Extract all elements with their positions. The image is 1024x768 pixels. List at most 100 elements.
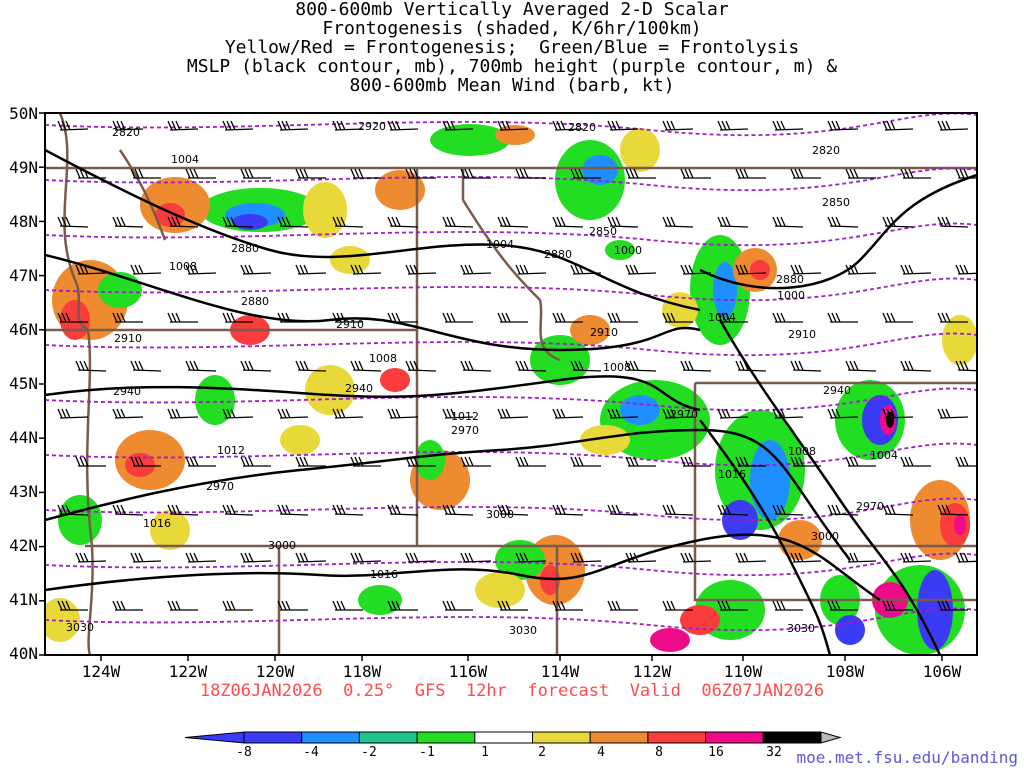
- barb-feather: [963, 360, 969, 371]
- height-label: 2940: [823, 384, 851, 397]
- barb-feather: [831, 600, 837, 611]
- barb-feather: [684, 360, 690, 371]
- barb-feather: [340, 312, 346, 323]
- barb-feather: [134, 168, 140, 179]
- wind-barb: [277, 216, 309, 228]
- credit-link[interactable]: moe.met.fsu.edu/banding: [796, 748, 1018, 767]
- barb-feather: [890, 504, 896, 515]
- barb-feather: [959, 552, 965, 563]
- barb-feather: [295, 264, 301, 275]
- wind-barb: [112, 312, 143, 323]
- barb-feather: [721, 408, 727, 419]
- barb-feather: [780, 216, 786, 227]
- shading-blob: [495, 540, 545, 580]
- wind-barb: [955, 168, 977, 179]
- barb-feather: [230, 504, 236, 515]
- barb-feather: [295, 552, 301, 563]
- wind-barb: [405, 264, 437, 275]
- wind-barb: [772, 120, 804, 131]
- barb-staff: [609, 513, 639, 516]
- barb-feather: [908, 456, 914, 467]
- barb-feather: [735, 264, 741, 275]
- barb-feather: [299, 264, 305, 275]
- wind-barb: [717, 408, 749, 419]
- barb-feather: [395, 312, 401, 323]
- barb-feather: [138, 264, 144, 275]
- barb-feather: [794, 456, 800, 467]
- mslp-contour: [699, 173, 977, 290]
- barb-staff: [77, 272, 107, 275]
- barb-feather: [505, 504, 511, 515]
- barb-feather: [794, 360, 800, 371]
- barb-feather: [886, 408, 892, 419]
- barb-feather: [721, 120, 727, 131]
- barb-feather: [560, 120, 566, 131]
- barb-feather: [395, 120, 401, 131]
- colorbar-tick: 16: [708, 745, 724, 760]
- mslp-label: 1012: [451, 410, 479, 423]
- barb-feather: [845, 264, 851, 275]
- barb-staff: [279, 225, 309, 228]
- barb-feather: [515, 264, 521, 275]
- wind-barb: [387, 216, 419, 228]
- wind-barb: [387, 408, 419, 419]
- wind-barb: [240, 360, 272, 372]
- barb-feather: [340, 600, 346, 611]
- lat-label: 40N: [9, 644, 38, 663]
- wind-barb: [607, 408, 639, 419]
- barb-feather: [450, 408, 456, 419]
- wind-barb: [937, 504, 969, 516]
- barb-feather: [340, 408, 346, 419]
- barb-staff: [407, 272, 437, 275]
- barb-feather: [138, 360, 144, 371]
- shading-blob: [430, 124, 510, 156]
- barb-feather: [358, 360, 364, 371]
- barb-feather: [835, 408, 841, 419]
- barb-staff: [682, 272, 712, 275]
- barb-feather: [831, 504, 837, 515]
- barb-feather: [633, 264, 639, 275]
- wind-barb: [167, 504, 199, 516]
- barb-feather: [387, 408, 393, 419]
- shading-blob: [415, 440, 445, 480]
- barb-feather: [391, 504, 397, 515]
- barb-feather: [556, 120, 562, 131]
- barb-feather: [798, 264, 804, 275]
- barb-feather: [120, 120, 126, 131]
- wind-barb: [240, 456, 271, 467]
- wind-barb: [222, 120, 254, 131]
- barb-feather: [240, 456, 246, 467]
- title-line-5: 800-600mb Mean Wind (barb, kt): [349, 75, 675, 96]
- barb-feather: [468, 456, 474, 467]
- barb-feather: [845, 168, 851, 179]
- barb-staff: [389, 225, 419, 228]
- barb-feather: [882, 504, 888, 515]
- barb-feather: [285, 120, 291, 131]
- barb-feather: [460, 264, 466, 275]
- barb-feather: [340, 216, 346, 227]
- barb-feather: [937, 312, 943, 323]
- wind-barb: [442, 408, 474, 419]
- wind-barb: [112, 216, 144, 228]
- barb-feather: [743, 360, 749, 371]
- barb-feather: [735, 456, 741, 467]
- wind-barb: [75, 264, 107, 275]
- barb-staff: [242, 560, 272, 563]
- barb-feather: [354, 456, 360, 467]
- barb-feather: [849, 360, 855, 371]
- barb-feather: [552, 504, 558, 515]
- shading-blob: [375, 170, 425, 210]
- barb-feather: [772, 120, 778, 131]
- lon-label: 122W: [168, 662, 208, 681]
- shading-blob: [380, 368, 410, 392]
- barb-feather: [831, 120, 837, 131]
- mslp-label: 1004: [870, 449, 898, 462]
- barb-feather: [941, 408, 947, 419]
- colorbar-tick: 4: [597, 745, 605, 760]
- barb-feather: [519, 360, 525, 371]
- wind-barb: [790, 264, 822, 275]
- wind-barb: [295, 360, 327, 372]
- barb-feather: [83, 360, 89, 371]
- barb-feather: [83, 264, 89, 275]
